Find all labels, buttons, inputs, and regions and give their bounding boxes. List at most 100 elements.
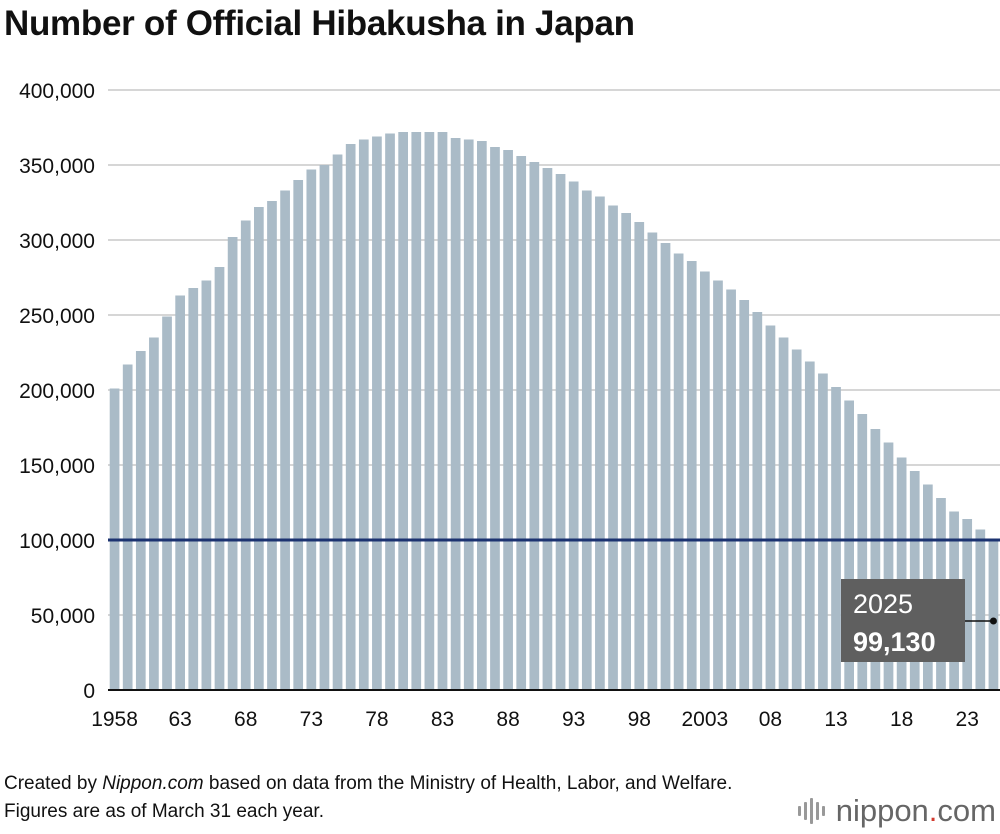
y-tick-label-3: 150,000 [19,455,95,478]
bar-1976 [345,144,356,690]
bar-1961 [149,337,159,690]
x-tick-label-1963: 63 [168,708,191,731]
x-axis-tick-labels: 1958 63 68 73 78 83 88 93 98 2003 08 13 18 23 [91,708,979,731]
x-tick-label-2018: 18 [890,708,913,731]
bar-1970 [267,201,277,690]
bar-1963 [175,295,186,690]
source-note-publisher: Nippon.com [102,773,204,794]
logo-tld: com [937,793,996,828]
x-tick-label-2008: 08 [759,708,782,731]
bar-2006 [739,300,750,690]
bar-1988 [503,150,513,690]
bar-1992 [555,174,566,690]
y-axis-tick-labels: 0 50,000 100,000 150,000 200,000 250,000 300,0… [19,80,95,703]
bar-1985 [463,139,474,690]
bar-2003 [699,271,710,690]
x-tick-label-1998: 98 [628,708,651,731]
bar-1973 [306,169,317,690]
bar-1975 [332,154,343,690]
bar-2025 [988,541,999,690]
bar-chart: 0 50,000 100,000 150,000 200,000 250,000 300,0… [19,80,1000,731]
callout-value: 99,130 [853,627,936,657]
bar-1971 [280,190,290,690]
logo-wordmark: nippon [835,793,929,828]
x-tick-label-2013: 13 [824,708,847,731]
bar-1960 [135,351,146,690]
bar-2007 [752,312,763,690]
bar-1966 [214,267,225,690]
bar-1983 [437,132,448,690]
bar-2014 [844,400,855,690]
source-note: Created by Nippon.com based on data from… [4,770,784,826]
soundwave-icon [797,798,828,824]
y-tick-label-5: 250,000 [19,305,95,328]
y-tick-label-6: 300,000 [19,230,95,253]
y-tick-label-7: 350,000 [19,155,95,178]
bar-1993 [568,181,579,690]
bar-1986 [476,141,487,690]
bar-1965 [201,280,212,690]
bar-1995 [595,196,605,690]
bar-1962 [162,316,172,690]
y-tick-label-8: 400,000 [19,80,95,103]
bar-2002 [686,261,697,690]
y-tick-label-2: 100,000 [19,530,95,553]
bar-2008 [765,325,776,690]
callout-marker-dot [989,617,997,625]
source-note-text: based on data from the Ministry of Healt… [4,773,733,822]
bar-2009 [778,337,789,690]
bar-1980 [398,132,409,690]
x-tick-label-1973: 73 [300,708,323,731]
y-tick-label-1: 50,000 [31,605,95,628]
x-tick-label-1968: 68 [234,708,257,731]
bar-1991 [542,168,553,690]
chart-title: Number of Official Hibakusha in Japan [4,4,635,43]
bar-1974 [319,165,330,690]
logo-dot: . [928,793,938,828]
callout-box [841,579,965,662]
bar-1997 [621,213,632,690]
bar-2016 [870,429,881,690]
bar-2012 [818,373,828,690]
bar-1967 [227,237,238,690]
x-tick-label-1978: 78 [365,708,388,731]
bar-2005 [726,289,736,690]
latest-value-callout: 2025 99,130 [841,579,997,662]
bar-2011 [804,361,815,690]
x-tick-label-2023: 23 [956,708,979,731]
x-tick-label-1983: 83 [431,708,454,731]
bar-1979 [385,133,395,690]
bar-1984 [450,138,461,690]
bar-1968 [240,220,251,690]
source-note-prefix: Created by [4,773,103,794]
bar-1994 [581,190,592,690]
bar-2010 [791,349,802,690]
nippon-logo: nippon. com [797,791,996,831]
bar-1987 [490,147,500,690]
bar-1996 [608,205,618,690]
bar-1959 [122,364,133,690]
bar-2017 [883,442,894,690]
bar-1998 [634,222,645,690]
bar-2024 [975,529,986,690]
y-tick-label-0: 0 [83,680,95,703]
bar-2023 [962,519,973,690]
x-tick-label-1958: 1958 [91,708,138,731]
bar-1978 [372,136,382,690]
y-tick-label-4: 200,000 [19,380,95,403]
x-tick-label-1988: 88 [496,708,519,731]
bar-2004 [713,280,723,690]
bar-2018 [896,457,907,690]
callout-year: 2025 [853,589,913,619]
bar-1977 [358,139,369,690]
x-tick-label-2003: 2003 [681,708,728,731]
bar-1990 [529,162,540,690]
bar-1969 [253,207,264,690]
bar-1981 [411,132,422,690]
bar-2015 [857,414,868,690]
bar-2001 [673,253,684,690]
bar-2000 [660,243,671,690]
bar-1964 [188,288,199,690]
bar-1999 [647,232,658,690]
x-tick-label-1993: 93 [562,708,585,731]
